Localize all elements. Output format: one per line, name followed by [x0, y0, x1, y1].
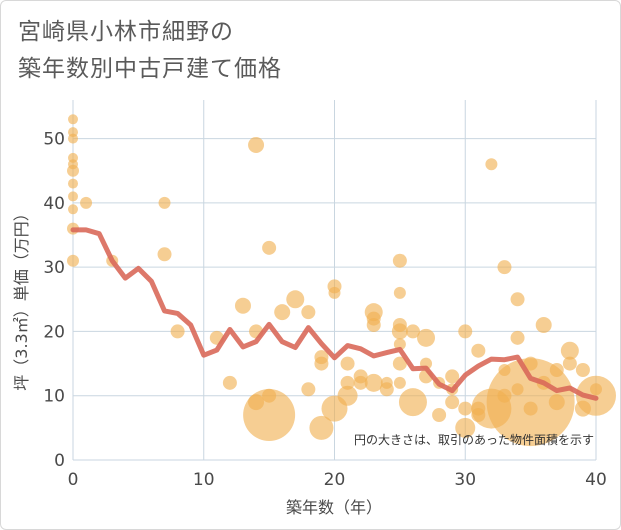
data-bubble — [68, 204, 78, 215]
data-bubble — [286, 290, 305, 309]
x-axis-ticks: 0 10 20 30 40 — [68, 470, 607, 490]
x-tick-label: 40 — [585, 470, 607, 490]
data-bubble — [560, 341, 579, 360]
data-bubble — [337, 385, 358, 406]
data-bubble — [301, 305, 316, 320]
data-bubble — [458, 401, 473, 416]
data-bubble — [523, 356, 538, 371]
data-bubble — [301, 382, 316, 397]
data-bubble — [328, 286, 341, 299]
x-tick-label: 20 — [324, 470, 346, 490]
data-bubble — [498, 364, 511, 376]
data-bubble — [248, 394, 265, 411]
data-bubble — [68, 114, 78, 125]
size-annotation: 円の大きさは、取引のあった物件面積を示す — [354, 432, 594, 447]
data-bubble — [497, 388, 512, 403]
y-tick-label: 40 — [43, 194, 65, 214]
data-bubble — [309, 415, 334, 440]
data-bubble — [458, 324, 473, 339]
data-bubble — [393, 376, 406, 389]
data-bubble — [68, 178, 78, 189]
x-axis-label: 築年数（年） — [286, 498, 382, 517]
data-bubble — [535, 317, 552, 333]
data-bubble — [67, 254, 79, 267]
data-bubble — [314, 356, 329, 371]
data-bubble — [432, 408, 447, 422]
data-bubble — [340, 356, 355, 371]
data-bubble — [511, 383, 524, 396]
data-bubble — [562, 356, 577, 371]
y-tick-label: 30 — [43, 258, 65, 278]
data-bubble — [471, 343, 486, 358]
data-bubble — [574, 400, 591, 417]
data-bubble — [364, 373, 383, 392]
data-bubble — [68, 159, 78, 170]
y-tick-label: 0 — [54, 451, 65, 471]
data-bubble — [549, 363, 564, 377]
data-bubble — [445, 395, 460, 410]
data-bubble — [353, 375, 368, 390]
data-bubble — [340, 375, 355, 390]
data-bubble — [222, 375, 237, 390]
data-bubble — [548, 394, 565, 411]
data-bubble — [510, 330, 525, 345]
y-tick-label: 50 — [43, 130, 65, 150]
y-axis-label: 坪（3.3㎡）単価（万円） — [12, 205, 31, 390]
y-axis-ticks: 0 10 20 30 40 50 — [43, 130, 65, 471]
data-bubble — [590, 383, 602, 396]
data-bubble — [158, 196, 171, 209]
chart-title-line-2: 築年数別中古戸建て価格 — [18, 56, 282, 82]
data-bubble — [510, 292, 525, 307]
data-bubble — [157, 247, 172, 262]
data-bubble — [248, 137, 265, 153]
data-bubble — [380, 376, 393, 389]
data-bubble — [262, 240, 277, 255]
data-bubble — [366, 311, 381, 326]
data-bubble — [274, 304, 291, 321]
data-bubble — [398, 388, 427, 417]
data-bubble — [485, 158, 498, 171]
data-bubble — [445, 369, 460, 384]
x-tick-label: 0 — [68, 470, 79, 490]
x-tick-label: 30 — [454, 470, 476, 490]
data-bubble — [523, 401, 538, 416]
data-bubble — [234, 297, 251, 314]
data-bubble — [392, 356, 407, 371]
data-bubble — [80, 196, 93, 209]
y-tick-label: 10 — [43, 387, 65, 407]
data-bubble — [575, 363, 590, 377]
data-bubble — [497, 260, 512, 275]
data-bubble — [262, 388, 277, 403]
data-bubble — [392, 253, 407, 268]
data-bubble — [471, 408, 486, 422]
chart-title: 宮崎県小林市細野の 築年数別中古戸建て価格 — [18, 14, 282, 88]
trend-line — [70, 227, 599, 401]
data-bubble — [417, 328, 436, 347]
data-bubble — [392, 318, 407, 332]
data-bubble — [455, 417, 476, 438]
x-tick-label: 10 — [193, 470, 215, 490]
data-bubble — [68, 133, 78, 144]
data-bubble — [393, 286, 406, 299]
data-bubble — [405, 324, 420, 339]
data-bubble — [68, 191, 78, 202]
data-bubble — [393, 338, 406, 351]
y-tick-label: 20 — [43, 322, 65, 342]
chart-title-line-1: 宮崎県小林市細野の — [18, 19, 234, 45]
data-bubble — [170, 324, 185, 339]
